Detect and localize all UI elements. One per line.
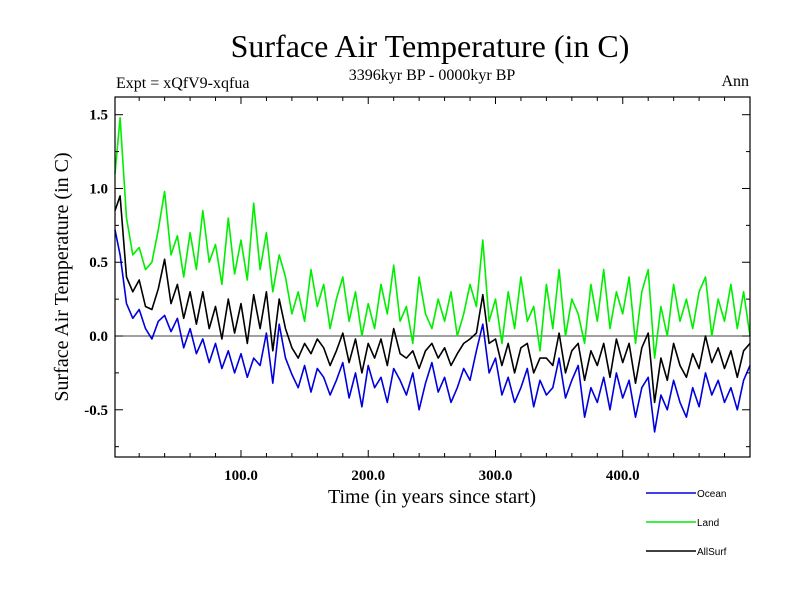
chart-title: Surface Air Temperature (in C) <box>231 28 630 64</box>
x-tick-label: 200.0 <box>351 468 385 484</box>
y-axis-label: Surface Air Temperature (in C) <box>51 152 73 401</box>
y-tick-label: 1.5 <box>89 108 108 124</box>
x-tick-label: 100.0 <box>224 468 258 484</box>
y-tick-label: 1.0 <box>89 181 108 197</box>
legend-label-ocean: Ocean <box>697 489 726 500</box>
y-tick-label: 0.5 <box>89 255 108 271</box>
series-line-allsurf <box>114 195 751 404</box>
experiment-label: Expt = xQfV9-xqfua <box>116 75 249 92</box>
x-axis-label: Time (in years since start) <box>328 486 536 508</box>
legend: Ocean Land AllSurf <box>646 489 727 558</box>
axes: 100.0 200.0 300.0 400.0 -0.5 0.0 0.5 1.0 1.5 <box>84 97 750 484</box>
series-line-ocean <box>114 229 751 433</box>
plot-area <box>114 116 751 433</box>
x-tick-label: 400.0 <box>606 468 640 484</box>
season-label: Ann <box>721 73 749 90</box>
y-tick-label: -0.5 <box>84 403 108 419</box>
x-tick-label: 300.0 <box>479 468 513 484</box>
legend-label-land: Land <box>697 518 719 529</box>
plot-frame <box>114 96 751 458</box>
series-line-land <box>114 116 751 359</box>
legend-label-allsurf: AllSurf <box>697 547 727 558</box>
y-tick-label: 0.0 <box>89 329 108 345</box>
chart-subtitle: 3396kyr BP - 0000kyr BP <box>349 67 516 84</box>
